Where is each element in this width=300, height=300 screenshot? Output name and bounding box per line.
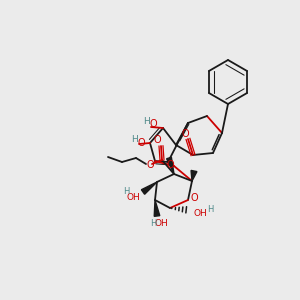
Text: O: O <box>146 160 154 170</box>
Text: H: H <box>130 136 137 145</box>
Polygon shape <box>141 182 157 194</box>
Text: O: O <box>190 193 198 203</box>
Text: H: H <box>142 116 149 125</box>
Text: H: H <box>207 206 213 214</box>
Text: O: O <box>181 129 189 139</box>
Polygon shape <box>154 200 160 216</box>
Text: O: O <box>137 138 145 148</box>
Text: OH: OH <box>154 220 168 229</box>
Text: H: H <box>150 218 156 227</box>
Text: O: O <box>166 160 174 170</box>
Text: H: H <box>123 188 129 196</box>
Text: OH: OH <box>193 209 207 218</box>
Text: O: O <box>149 119 157 129</box>
Text: O: O <box>153 135 161 145</box>
Text: OH: OH <box>126 194 140 202</box>
Polygon shape <box>167 157 174 174</box>
Polygon shape <box>191 170 197 181</box>
